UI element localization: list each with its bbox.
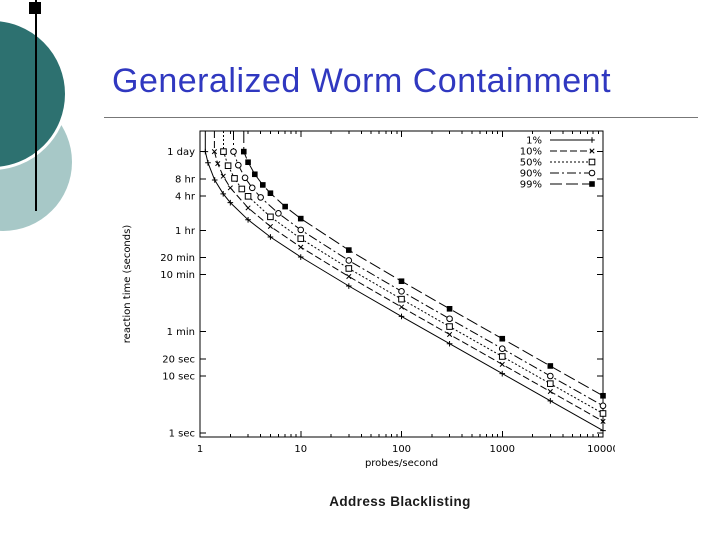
svg-text:1 hr: 1 hr: [175, 226, 196, 237]
svg-text:1 sec: 1 sec: [169, 429, 195, 440]
svg-text:1: 1: [197, 444, 203, 455]
legend-entry-10%: 10%: [520, 147, 595, 158]
svg-text:10 min: 10 min: [160, 270, 195, 281]
slide-title: Generalized Worm Containment: [112, 62, 612, 100]
series-1%: [202, 131, 606, 434]
legend-entry-99%: 99%: [520, 180, 595, 191]
x-axis-label: probes/second: [365, 458, 438, 469]
series-line: [213, 131, 604, 422]
title-divider: [104, 117, 698, 118]
legend-label: 10%: [520, 147, 542, 158]
series-line: [243, 131, 604, 397]
legend-label: 1%: [526, 136, 542, 147]
series-99%: [240, 131, 606, 399]
legend-label: 50%: [520, 158, 542, 169]
chart-caption: Address Blacklisting: [329, 494, 471, 509]
y-axis-ticks: [200, 151, 603, 434]
decoration-corner-square: [29, 2, 41, 14]
svg-text:20 sec: 20 sec: [162, 354, 195, 365]
svg-text:20 min: 20 min: [160, 253, 195, 264]
series-line: [223, 131, 604, 414]
decoration-vertical-line: [35, 0, 37, 211]
containment-chart: 1 10 100 1000 10000 1 day 8 hr 4 hr 1 hr 20 min 10…: [122, 130, 615, 469]
svg-text:100: 100: [392, 444, 411, 455]
y-axis-label: reaction time (seconds): [122, 225, 133, 344]
svg-text:8 hr: 8 hr: [175, 174, 196, 185]
legend-entry-90%: 90%: [520, 169, 596, 180]
svg-text:10 sec: 10 sec: [162, 372, 195, 383]
svg-text:10000: 10000: [587, 444, 615, 455]
svg-text:4 hr: 4 hr: [175, 191, 196, 202]
legend-label: 90%: [520, 169, 542, 180]
x-axis-ticks: [199, 131, 604, 437]
svg-text:1 day: 1 day: [167, 147, 195, 158]
series-10%: [211, 131, 606, 424]
legend-label: 99%: [520, 180, 542, 191]
legend-entry-50%: 50%: [520, 158, 596, 169]
legend-entry-1%: 1%: [526, 136, 595, 147]
svg-text:1000: 1000: [490, 444, 515, 455]
svg-text:1 min: 1 min: [167, 327, 195, 338]
svg-text:10: 10: [294, 444, 307, 455]
series-90%: [230, 131, 607, 410]
legend: 1%10%50%90%99%: [520, 136, 596, 191]
series-50%: [220, 131, 607, 417]
